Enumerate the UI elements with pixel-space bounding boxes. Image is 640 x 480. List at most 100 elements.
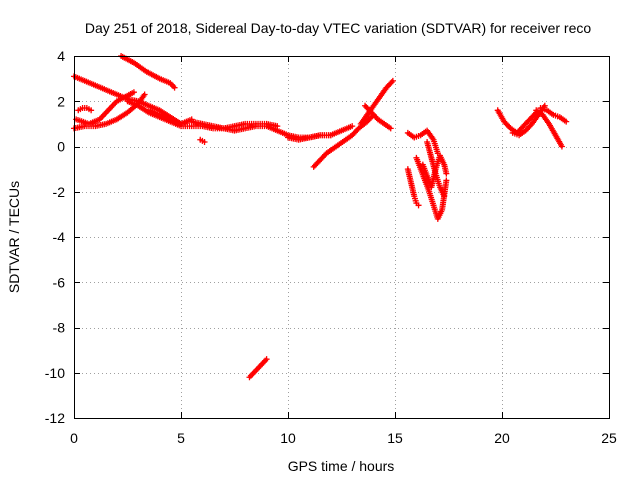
data-point [410,186,414,189]
point-markers [404,127,441,157]
series-trace-8 [188,118,281,132]
data-point [244,127,247,130]
data-point [132,91,136,94]
data-point [509,127,512,130]
data-point [126,111,129,114]
data-point [440,208,444,212]
data-point [329,133,332,137]
data-point [385,86,388,89]
x-tick-label: 0 [70,430,78,446]
data-point [104,88,108,92]
series-trace-5 [118,53,178,91]
x-tick-label: 20 [494,430,510,446]
data-point [434,172,437,175]
data-point [436,152,439,155]
data-point [145,70,148,74]
data-point [344,138,347,141]
data-point [432,204,435,207]
data-point [158,113,161,117]
data-point [419,133,422,137]
x-tick-label: 25 [601,430,617,446]
x-tick-label: 15 [387,430,403,446]
data-point [312,165,315,169]
data-point [421,163,425,166]
y-tick-label: 2 [57,93,65,109]
data-point [545,109,549,112]
x-tick-labels: 0 5 10 15 20 25 [70,430,617,446]
data-point [417,204,420,207]
y-tick-label: -2 [53,184,66,200]
data-points [71,53,570,381]
data-point [365,120,369,123]
data-point [351,133,354,137]
data-point [430,186,433,189]
data-point [511,131,514,135]
data-point [541,113,544,117]
data-point [201,122,204,126]
y-tick-label: -8 [53,320,66,336]
data-point [443,163,446,166]
series-trace-22 [533,107,565,150]
series-trace-10 [285,123,356,143]
data-point [265,357,268,361]
data-point [147,109,151,112]
data-point [391,79,395,83]
data-point [126,100,129,103]
data-point [496,109,499,112]
data-point [104,122,108,126]
data-point [502,120,506,123]
series-trace-16 [404,127,441,157]
data-point [425,174,429,178]
data-point [338,143,341,146]
data-point [383,122,386,126]
data-point [340,129,343,132]
data-point [363,104,367,107]
x-tick-label: 10 [280,430,296,446]
data-point [107,109,110,112]
data-point [254,122,258,126]
x-tick-label: 5 [177,430,185,446]
series-trace-19 [424,138,448,200]
data-point [432,138,435,141]
y-tick-label: -10 [45,365,65,381]
data-point [524,129,527,132]
data-point [445,179,448,182]
y-tick-label: -4 [53,229,66,245]
y-tick-label: 4 [57,48,65,64]
data-point [132,61,136,64]
data-point [370,111,373,114]
data-point [276,129,279,132]
data-point [438,154,442,157]
data-point [147,104,151,107]
data-point [357,127,360,130]
data-point [530,122,534,126]
data-point [359,122,362,126]
data-point [158,109,161,112]
data-point [233,124,236,128]
data-point [286,136,290,139]
data-point [143,93,146,96]
data-point [565,120,568,123]
data-point [233,129,236,132]
data-point [428,190,431,193]
data-point [137,104,140,107]
y-tick-label: 0 [57,139,65,155]
data-point [203,140,206,144]
series-trace-9 [197,136,208,145]
data-point [179,122,183,126]
data-point [169,118,172,121]
data-point [372,104,375,107]
series-trace-17 [413,154,450,222]
data-point [408,176,412,180]
data-point [256,367,260,370]
point-markers [197,136,208,145]
data-point [443,195,446,198]
data-point [522,124,525,128]
data-point [190,120,193,123]
y-axis-label: SDTVAR / TECUs [6,181,22,293]
data-point [87,122,91,126]
data-point [81,106,84,110]
data-point [378,95,382,98]
series-trace-11 [310,111,377,170]
